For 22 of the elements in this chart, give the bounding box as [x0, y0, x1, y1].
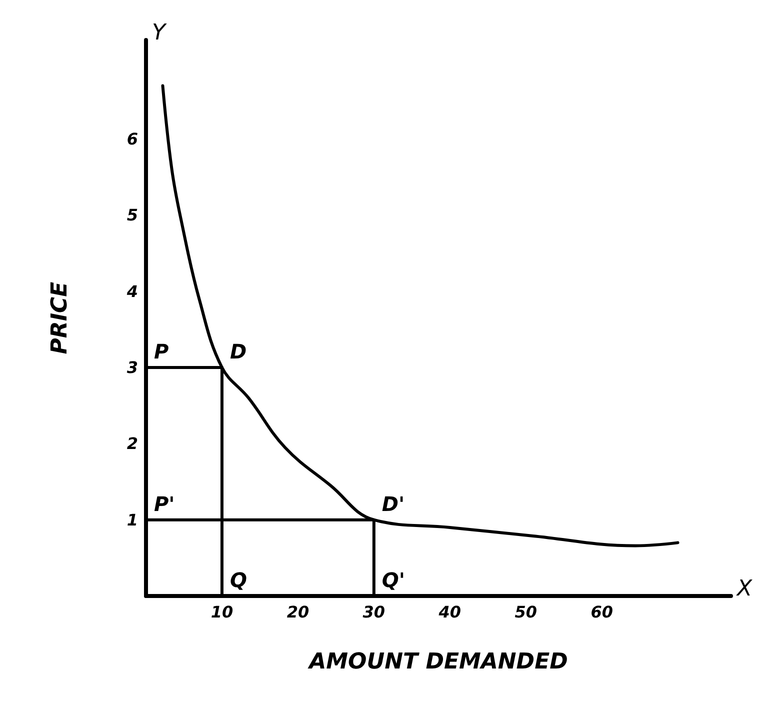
- y-tick-label: 1: [126, 510, 138, 530]
- x-tick-label: 20: [286, 602, 310, 622]
- x-axis-title: AMOUNT DEMANDED: [307, 650, 568, 674]
- annotation: Y: [152, 20, 167, 46]
- annotation: D: [230, 340, 247, 364]
- annotation: P: [154, 340, 169, 364]
- annotation: Q': [382, 568, 406, 592]
- y-tick-label: 6: [126, 130, 138, 149]
- x-tick-label: 30: [362, 602, 386, 622]
- annotation: P': [154, 492, 175, 516]
- x-tick-label: 40: [438, 602, 462, 622]
- y-tick-label: 4: [126, 282, 138, 301]
- x-tick-label: 10: [210, 602, 234, 622]
- x-tick-label: 60: [590, 602, 613, 622]
- annotation: D': [382, 492, 405, 516]
- annotation: Q: [230, 568, 247, 592]
- y-tick-label: 2: [126, 434, 138, 454]
- y-axis-title: PRICE: [48, 282, 72, 354]
- y-tick-label: 5: [126, 206, 138, 225]
- y-tick-label: 3: [126, 358, 138, 378]
- x-tick-label: 50: [514, 602, 538, 622]
- text: X: [736, 576, 753, 602]
